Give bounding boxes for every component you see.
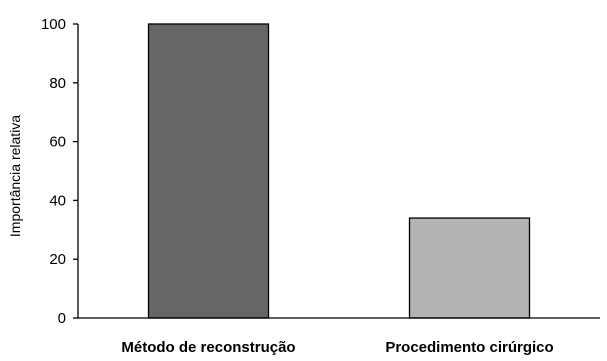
x-axis-labels: Método de reconstrução Procedimento cirúr… xyxy=(121,339,553,356)
y-tick-label: 40 xyxy=(49,192,66,209)
y-axis-ticks: 0 20 40 60 80 100 xyxy=(41,16,78,327)
y-axis-title: Importância relativa xyxy=(7,115,23,237)
y-tick-label: 20 xyxy=(49,251,66,268)
y-tick-label: 80 xyxy=(49,75,66,92)
bar-2 xyxy=(408,217,531,319)
y-tick-label: 0 xyxy=(58,310,66,327)
x-category-label: Método de reconstrução xyxy=(121,339,295,356)
x-category-label: Procedimento cirúrgico xyxy=(385,339,553,356)
y-tick-label: 60 xyxy=(49,134,66,151)
y-tick-label: 100 xyxy=(41,16,66,33)
bars xyxy=(147,23,531,319)
bar-1 xyxy=(147,23,270,319)
